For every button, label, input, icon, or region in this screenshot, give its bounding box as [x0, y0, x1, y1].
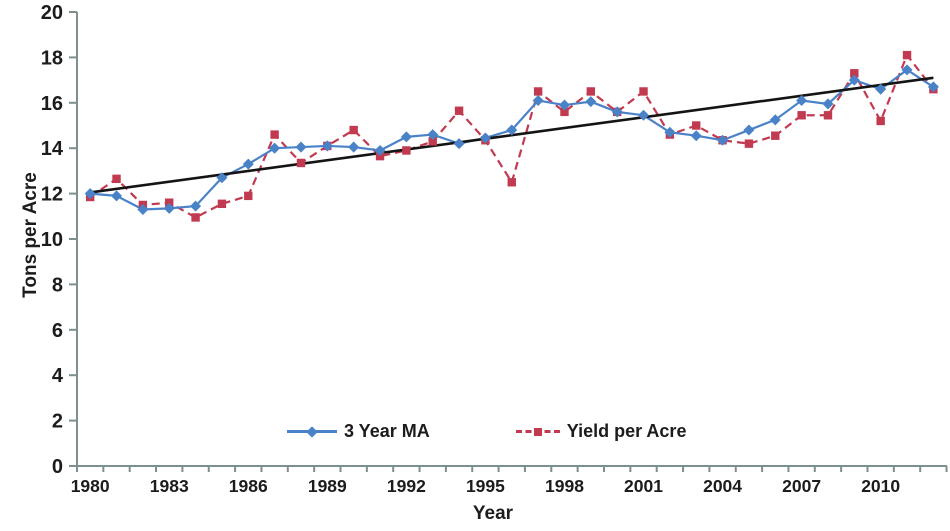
- diamond-marker: [638, 109, 650, 121]
- x-tick-label: 1986: [229, 476, 268, 496]
- dashed-square-marker-icon: [515, 428, 560, 436]
- diamond-marker: [190, 200, 202, 212]
- y-tick-label: 2: [52, 411, 63, 433]
- diamond-marker: [400, 131, 412, 143]
- diamond-marker: [479, 132, 491, 144]
- square-marker: [112, 174, 121, 184]
- diamond-marker: [242, 158, 254, 170]
- y-tick-label: 16: [41, 93, 63, 115]
- diamond-marker: [374, 144, 386, 156]
- square-marker: [270, 130, 279, 139]
- x-tick-label: 1989: [308, 476, 347, 496]
- y-tick-label: 20: [41, 2, 63, 24]
- square-marker: [244, 191, 253, 201]
- y-tick-label: 8: [52, 274, 63, 296]
- square-marker: [902, 50, 912, 60]
- square-marker: [771, 131, 780, 140]
- x-tick-label: 1980: [71, 476, 110, 496]
- x-tick-label: 2010: [861, 476, 900, 496]
- square-marker: [639, 87, 648, 96]
- diamond-marker: [690, 130, 702, 142]
- y-tick-label: 4: [52, 365, 64, 387]
- square-marker: [692, 121, 701, 130]
- y-tick-label: 0: [52, 456, 63, 478]
- x-tick-label: 1983: [150, 476, 189, 496]
- legend-label-yield-per-acre: Yield per Acre: [566, 421, 687, 441]
- legend-item-3-year-ma: 3 Year MA: [287, 421, 430, 442]
- square-marker: [507, 178, 516, 187]
- diamond-marker: [453, 138, 465, 150]
- diamond-marker: [269, 142, 281, 154]
- square-marker: [744, 139, 754, 148]
- square-marker: [560, 107, 569, 117]
- x-tick-label: 1995: [466, 476, 505, 496]
- square-marker: [191, 213, 200, 222]
- y-tick-label: 12: [41, 184, 63, 206]
- square-marker: [876, 116, 885, 126]
- diamond-marker: [295, 141, 307, 153]
- diamond-marker: [137, 203, 149, 216]
- diamond-marker: [111, 190, 123, 202]
- square-marker: [850, 69, 859, 78]
- square-marker: [349, 125, 358, 135]
- y-tick-label: 18: [41, 47, 63, 69]
- diamond-marker: [163, 202, 175, 214]
- x-tick-label: 1992: [387, 476, 426, 496]
- axes: [69, 11, 948, 472]
- line-diamond-marker-icon: [287, 426, 337, 438]
- diamond-marker: [348, 141, 360, 153]
- tick-labels: 0 2 4 6 8 10 12 14 16 18 20 1980 1983 1986 1989 1992 199…: [41, 2, 901, 496]
- square-marker: [402, 146, 411, 155]
- series-line-3-year-ma: [90, 68, 934, 211]
- square-marker: [217, 199, 227, 209]
- x-tick-label: 1998: [545, 476, 584, 496]
- x-tick-label: 2004: [703, 476, 742, 496]
- x-tick-label: 2001: [624, 476, 663, 496]
- diamond-marker: [743, 124, 755, 136]
- x-tick-label: 2007: [782, 476, 821, 496]
- square-marker: [428, 137, 437, 146]
- y-tick-label: 14: [41, 138, 64, 160]
- diamond-marker: [506, 124, 518, 136]
- y-tick-label: 6: [52, 320, 63, 342]
- legend: 3 Year MA Yield per Acre: [287, 421, 686, 442]
- square-marker: [375, 151, 385, 161]
- diamond-marker: [84, 188, 96, 200]
- square-marker: [533, 87, 543, 96]
- square-marker: [454, 106, 464, 115]
- square-marker: [586, 87, 596, 96]
- legend-item-yield-per-acre: Yield per Acre: [515, 421, 687, 442]
- x-axis-title: Year: [472, 503, 514, 524]
- square-marker: [797, 111, 806, 120]
- series-markers-3-year-ma: [84, 64, 939, 216]
- square-marker: [296, 158, 306, 168]
- square-marker: [823, 111, 833, 120]
- legend-label-3-year-ma: 3 Year MA: [344, 421, 430, 441]
- square-marker: [165, 198, 174, 207]
- diamond-marker: [585, 96, 597, 108]
- y-axis-title: Tons per Acre: [20, 172, 41, 298]
- y-tick-label: 10: [41, 229, 63, 251]
